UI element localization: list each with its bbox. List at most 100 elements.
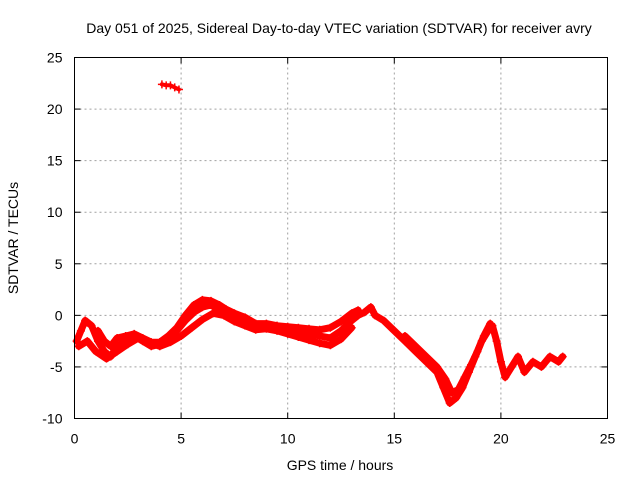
data-point [447,388,456,397]
data-point [452,393,461,402]
data-point [209,309,218,318]
data-point [91,347,100,356]
data-point [87,321,96,330]
series-sdtvar-outlier [157,80,183,94]
data-point [545,352,554,361]
data-point [347,309,356,318]
data-point [454,385,463,394]
y-tick-label: -5 [50,359,63,375]
data-point [411,342,420,351]
y-tick-label: 25 [47,50,63,66]
x-axis-label: GPS time / hours [287,457,394,473]
data-point [366,303,375,312]
data-point [496,357,505,366]
data-point [558,352,567,361]
data-point [371,311,380,320]
data-point [219,311,228,320]
data-point [215,301,224,310]
data-point [473,347,482,356]
data-point [337,335,345,344]
data-point [181,311,190,320]
y-tick-label: 20 [47,101,63,117]
data-point [177,331,186,340]
data-point [347,316,356,325]
series-sdtvar [72,301,567,408]
data-point [507,362,516,371]
data-point [486,319,495,328]
chart-title: Day 051 of 2025, Sidereal Day-to-day VTE… [86,20,592,36]
data-point [83,337,92,346]
x-tick-label: 20 [493,431,509,447]
data-point [189,301,198,310]
x-tick-label: 15 [387,431,403,447]
data-point [198,303,207,312]
data-point [537,362,546,371]
data-point [251,325,260,334]
x-tick-label: 10 [280,431,296,447]
data-point [445,399,454,408]
data-point [230,309,239,318]
data-point [422,352,431,361]
data-point [432,362,441,371]
data-point [164,331,173,340]
y-axis-label: SDTVAR / TECUs [5,182,21,294]
data-point [81,316,90,325]
data-point [326,323,335,332]
x-tick-label: 0 [71,431,79,447]
data-point [273,326,282,335]
data-point [145,338,154,347]
data-point [155,342,164,351]
data-point [221,305,230,314]
data-point [479,331,488,340]
data-point [121,331,130,340]
data-point [315,325,324,334]
data-point [441,375,450,384]
data-point [337,326,345,335]
y-tick-label: 15 [47,153,63,169]
data-point [157,80,166,89]
data-point [76,326,85,335]
data-point [174,85,183,94]
data-point [294,333,303,342]
data-point [113,347,122,356]
data-point [501,373,510,382]
data-point [102,354,111,363]
data-point [283,329,292,338]
data-point [460,373,469,382]
data-point [326,341,335,350]
y-tick-label: 5 [55,256,63,272]
data-point [230,317,239,326]
data-point [166,338,175,347]
data-point [241,321,250,330]
data-point [123,340,132,349]
data-point [106,342,115,351]
data-point [520,368,529,377]
data-point [187,323,196,332]
data-point [326,334,335,343]
data-point [305,336,314,345]
data-point [170,83,179,92]
data-point [100,337,109,346]
data-point [262,324,271,333]
data-point [172,323,181,332]
data-point [528,357,537,366]
data-point [166,81,175,90]
data-point [241,313,250,322]
data-point [113,334,122,343]
data-point [467,360,476,369]
data-point [347,323,356,332]
data-point [379,316,388,325]
data-point [283,322,292,331]
y-tick-label: 10 [47,204,63,220]
series-sdtvar-lower [74,309,356,363]
grid-lines [74,57,608,419]
y-tick-label: -10 [42,411,62,427]
x-tick-label: 25 [600,431,616,447]
data-point [554,357,563,366]
data-point [315,339,324,348]
data-point [198,295,207,304]
data-point [337,317,345,326]
data-point [74,342,83,351]
y-tick-label: 0 [55,307,63,323]
